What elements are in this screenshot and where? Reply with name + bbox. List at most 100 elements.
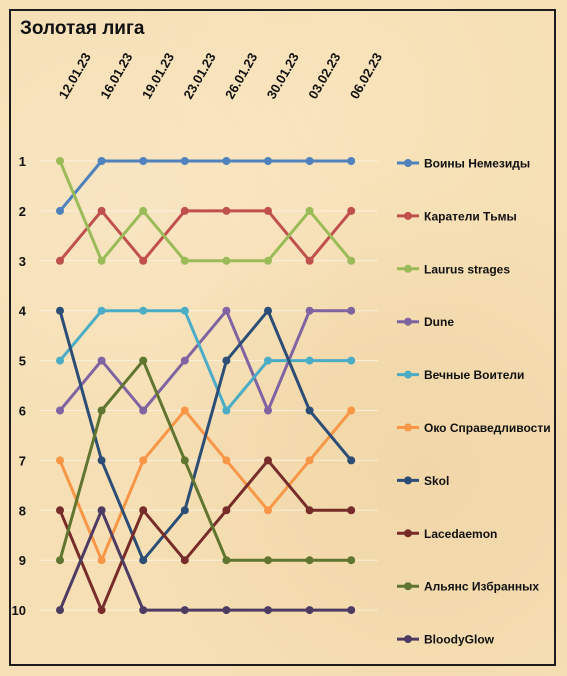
y-tick-label: 9 [19, 553, 26, 568]
legend-label: Skol [424, 474, 449, 488]
data-point [139, 406, 148, 415]
data-point [222, 456, 231, 465]
series-7 [56, 306, 356, 565]
data-point [222, 206, 231, 215]
series-lines [56, 157, 356, 615]
series-8 [56, 456, 356, 615]
series-5 [56, 306, 356, 415]
data-point [56, 606, 64, 615]
y-tick-label: 6 [19, 404, 26, 419]
legend-label: Lacedaemon [424, 527, 497, 541]
data-point [264, 206, 272, 215]
data-point [56, 406, 64, 415]
series-line [58, 309, 353, 562]
data-point [97, 606, 106, 615]
y-tick-label: 8 [19, 503, 26, 518]
legend-marker [404, 159, 412, 167]
data-point [97, 406, 106, 415]
y-tick-label: 4 [19, 304, 27, 319]
data-point [347, 206, 356, 215]
data-point [180, 606, 189, 615]
data-point [305, 256, 314, 265]
legend-label: Альянс Избранных [424, 580, 539, 594]
data-point [180, 506, 189, 515]
data-point [264, 256, 272, 265]
data-point [305, 356, 314, 365]
data-point [180, 157, 189, 165]
y-tick-label: 10 [12, 603, 26, 618]
data-point [56, 456, 64, 465]
y-tick-label: 3 [19, 254, 26, 269]
data-point [305, 157, 314, 165]
legend-marker [404, 476, 412, 485]
legend-item: Воины Немезиды [397, 157, 530, 171]
data-point [56, 306, 64, 315]
chart-frame [9, 9, 556, 666]
x-tick-label: 19.01.23 [139, 50, 177, 101]
legend: Воины Немезиды Каратели Тьмы Laurus strage… [397, 157, 551, 647]
data-point [97, 206, 106, 215]
data-point [180, 456, 189, 465]
data-point [305, 556, 314, 565]
data-point [305, 456, 314, 465]
data-point [56, 206, 64, 215]
legend-marker [404, 423, 412, 432]
chart-title: Золотая лига [20, 18, 145, 39]
y-axis-labels: 1 2 3 4 5 6 7 8 9 10 [12, 154, 27, 618]
data-point [347, 456, 356, 465]
data-point [305, 306, 314, 315]
legend-label: Laurus strages [424, 262, 510, 276]
legend-item: BloodyGlow [397, 633, 495, 647]
data-point [97, 306, 106, 315]
data-point [139, 356, 148, 365]
data-point [305, 506, 314, 515]
data-point [139, 256, 148, 265]
series-10 [56, 506, 356, 615]
x-tick-label: 23.01.23 [180, 50, 218, 101]
data-point [347, 256, 356, 265]
data-point [56, 356, 64, 365]
data-point [56, 506, 64, 515]
data-point [139, 556, 148, 565]
legend-item: Lacedaemon [397, 527, 497, 541]
series-9 [56, 356, 356, 565]
series-1 [56, 157, 356, 215]
legend-marker [404, 211, 412, 220]
data-point [180, 356, 189, 365]
series-line [58, 359, 352, 562]
data-point [222, 356, 231, 365]
data-point [222, 256, 231, 265]
data-point [139, 606, 148, 615]
data-point [180, 256, 189, 265]
data-point [139, 306, 148, 315]
data-point [347, 356, 356, 365]
legend-marker [404, 317, 412, 326]
series-line [58, 458, 352, 612]
data-point [97, 256, 106, 265]
legend-item: Око Справедливости [397, 421, 551, 435]
series-line [58, 508, 352, 612]
y-tick-label: 2 [19, 204, 26, 219]
legend-marker [404, 635, 412, 644]
data-point [97, 157, 106, 165]
data-point [97, 506, 106, 515]
series-line [58, 160, 353, 263]
data-point [347, 306, 356, 315]
data-point [97, 356, 106, 365]
series-3 [56, 157, 356, 265]
series-4 [56, 306, 356, 415]
data-point [264, 406, 272, 415]
data-point [222, 506, 231, 515]
series-line [58, 159, 352, 212]
legend-item: Каратели Тьмы [397, 209, 517, 223]
data-point [305, 206, 314, 215]
legend-item: Skol [397, 474, 449, 488]
data-point [139, 157, 148, 165]
data-point [305, 406, 314, 415]
data-point [347, 157, 356, 165]
y-tick-label: 5 [19, 354, 26, 369]
data-point [56, 256, 64, 265]
y-tick-label: 1 [19, 154, 26, 169]
legend-label: Каратели Тьмы [424, 209, 517, 223]
data-point [139, 506, 148, 515]
